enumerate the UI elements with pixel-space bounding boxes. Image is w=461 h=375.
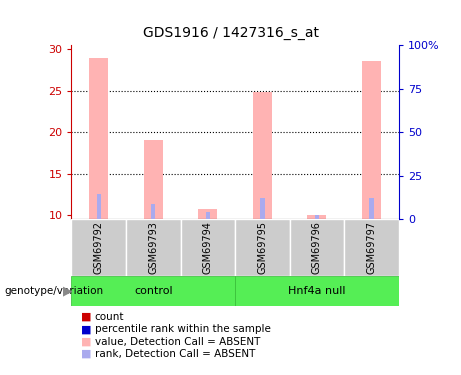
Text: GSM69796: GSM69796	[312, 221, 322, 274]
Bar	[315, 215, 319, 219]
Bar	[362, 61, 381, 219]
Text: Hnf4a null: Hnf4a null	[288, 286, 346, 296]
Bar	[260, 198, 265, 219]
Bar	[235, 276, 399, 306]
Bar	[307, 215, 326, 219]
Text: ▶: ▶	[64, 284, 73, 297]
Bar	[151, 204, 155, 219]
Bar	[144, 141, 163, 219]
Text: GDS1916 / 1427316_s_at: GDS1916 / 1427316_s_at	[142, 26, 319, 40]
Bar	[89, 58, 108, 219]
Text: count: count	[95, 312, 124, 322]
Bar	[126, 219, 181, 276]
Text: GSM69797: GSM69797	[366, 221, 377, 274]
Bar	[71, 276, 235, 306]
Bar	[253, 92, 272, 219]
Bar	[206, 212, 210, 219]
Text: control: control	[134, 286, 172, 296]
Bar	[198, 209, 218, 219]
Bar	[344, 219, 399, 276]
Text: ■: ■	[81, 324, 91, 334]
Text: genotype/variation: genotype/variation	[5, 286, 104, 296]
Text: GSM69793: GSM69793	[148, 221, 158, 274]
Bar	[96, 195, 101, 219]
Text: percentile rank within the sample: percentile rank within the sample	[95, 324, 271, 334]
Bar	[235, 219, 290, 276]
Text: GSM69792: GSM69792	[94, 221, 104, 274]
Bar	[369, 198, 374, 219]
Text: ■: ■	[81, 337, 91, 346]
Text: GSM69795: GSM69795	[257, 221, 267, 274]
Text: ■: ■	[81, 312, 91, 322]
Bar	[71, 219, 126, 276]
Text: GSM69794: GSM69794	[203, 221, 213, 274]
Bar	[290, 219, 344, 276]
Text: rank, Detection Call = ABSENT: rank, Detection Call = ABSENT	[95, 349, 255, 359]
Text: value, Detection Call = ABSENT: value, Detection Call = ABSENT	[95, 337, 260, 346]
Bar	[181, 219, 235, 276]
Text: ■: ■	[81, 349, 91, 359]
